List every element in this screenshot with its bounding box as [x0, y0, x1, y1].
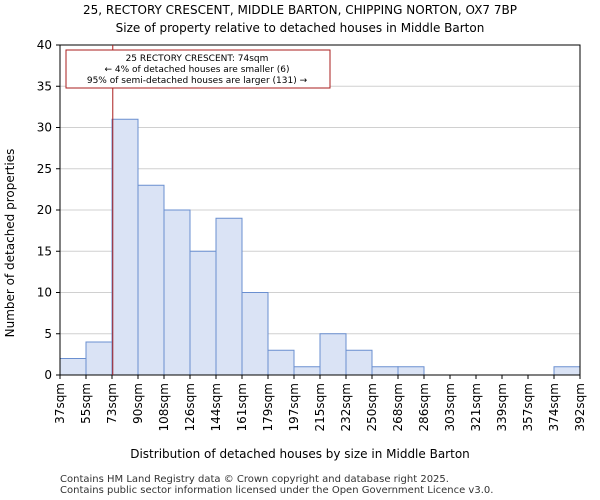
- histogram-bar-73sqm: [111, 118, 139, 376]
- histogram-bar-179sqm: [267, 349, 295, 376]
- x-tick-label: 268sqm: [391, 383, 405, 431]
- x-tick-label: 161sqm: [235, 383, 249, 431]
- histogram-bar-126sqm: [189, 250, 217, 376]
- histogram-bar-55sqm: [85, 341, 113, 376]
- histogram-bar-161sqm: [241, 292, 269, 376]
- histogram-bar-144sqm: [215, 217, 243, 376]
- histogram-bar-108sqm: [163, 209, 191, 376]
- x-tick-label: 108sqm: [157, 383, 171, 431]
- y-axis-label: Number of detached properties: [3, 149, 17, 338]
- footer-line-2: Contains public sector information licen…: [60, 485, 494, 496]
- annotation-box: 25 RECTORY CRESCENT: 74sqm ← 4% of detac…: [65, 49, 331, 89]
- x-tick-label: 37sqm: [53, 383, 67, 424]
- chart-title: 25, RECTORY CRESCENT, MIDDLE BARTON, CHI…: [83, 3, 517, 17]
- x-tick-label: 303sqm: [443, 383, 457, 431]
- y-tick-label: 0: [44, 368, 52, 382]
- y-tick-label: 35: [37, 79, 52, 93]
- histogram-bar-232sqm: [345, 349, 373, 376]
- y-tick-label: 40: [37, 38, 52, 52]
- y-tick-label: 5: [44, 327, 52, 341]
- histogram-bar-197sqm: [293, 366, 321, 376]
- x-tick-label: 55sqm: [79, 383, 93, 424]
- histogram-bar-268sqm: [397, 366, 425, 376]
- histogram-bar-90sqm: [137, 184, 165, 376]
- x-tick-label: 144sqm: [209, 383, 223, 431]
- x-axis-label: Distribution of detached houses by size …: [130, 447, 470, 461]
- histogram-bar-250sqm: [371, 366, 399, 376]
- x-tick-label: 374sqm: [547, 383, 561, 431]
- x-tick-label: 73sqm: [105, 383, 119, 424]
- y-tick-label: 25: [37, 162, 52, 176]
- annotation-line-1: 25 RECTORY CRESCENT: 74sqm: [126, 54, 269, 64]
- y-tick-label: 10: [37, 286, 52, 300]
- x-tick-label: 357sqm: [521, 383, 535, 431]
- x-tick-label: 339sqm: [495, 383, 509, 431]
- histogram-bar-215sqm: [319, 333, 347, 376]
- histogram-bar-374sqm: [553, 366, 581, 376]
- x-tick-label: 250sqm: [365, 383, 379, 431]
- annotation-line-2: ← 4% of detached houses are smaller (6): [104, 65, 289, 75]
- y-tick-label: 30: [37, 121, 52, 135]
- x-tick-label: 232sqm: [339, 383, 353, 431]
- y-tick-label: 20: [37, 203, 52, 217]
- x-tick-label: 197sqm: [287, 383, 301, 431]
- annotation-line-3: 95% of semi-detached houses are larger (…: [87, 76, 308, 86]
- x-tick-label: 392sqm: [573, 383, 587, 431]
- x-axis-ticks: 37sqm 55sqm 73sqm 90sqm 108sqm 126sqm 144sqm 16…: [53, 375, 587, 431]
- x-tick-label: 321sqm: [469, 383, 483, 431]
- x-tick-label: 126sqm: [183, 383, 197, 431]
- x-tick-label: 286sqm: [417, 383, 431, 431]
- x-tick-label: 90sqm: [131, 383, 145, 424]
- chart-subtitle: Size of property relative to detached ho…: [116, 21, 485, 35]
- x-tick-label: 215sqm: [313, 383, 327, 431]
- footer-line-1: Contains HM Land Registry data © Crown c…: [60, 474, 449, 485]
- plot-frame: [59, 44, 581, 376]
- y-tick-label: 15: [37, 244, 52, 258]
- y-axis-ticks: 0 5 10 15 20 25 30 35 40: [37, 38, 60, 382]
- bars-group: [59, 118, 581, 376]
- x-tick-label: 179sqm: [261, 383, 275, 431]
- histogram-bar-37sqm: [59, 358, 87, 376]
